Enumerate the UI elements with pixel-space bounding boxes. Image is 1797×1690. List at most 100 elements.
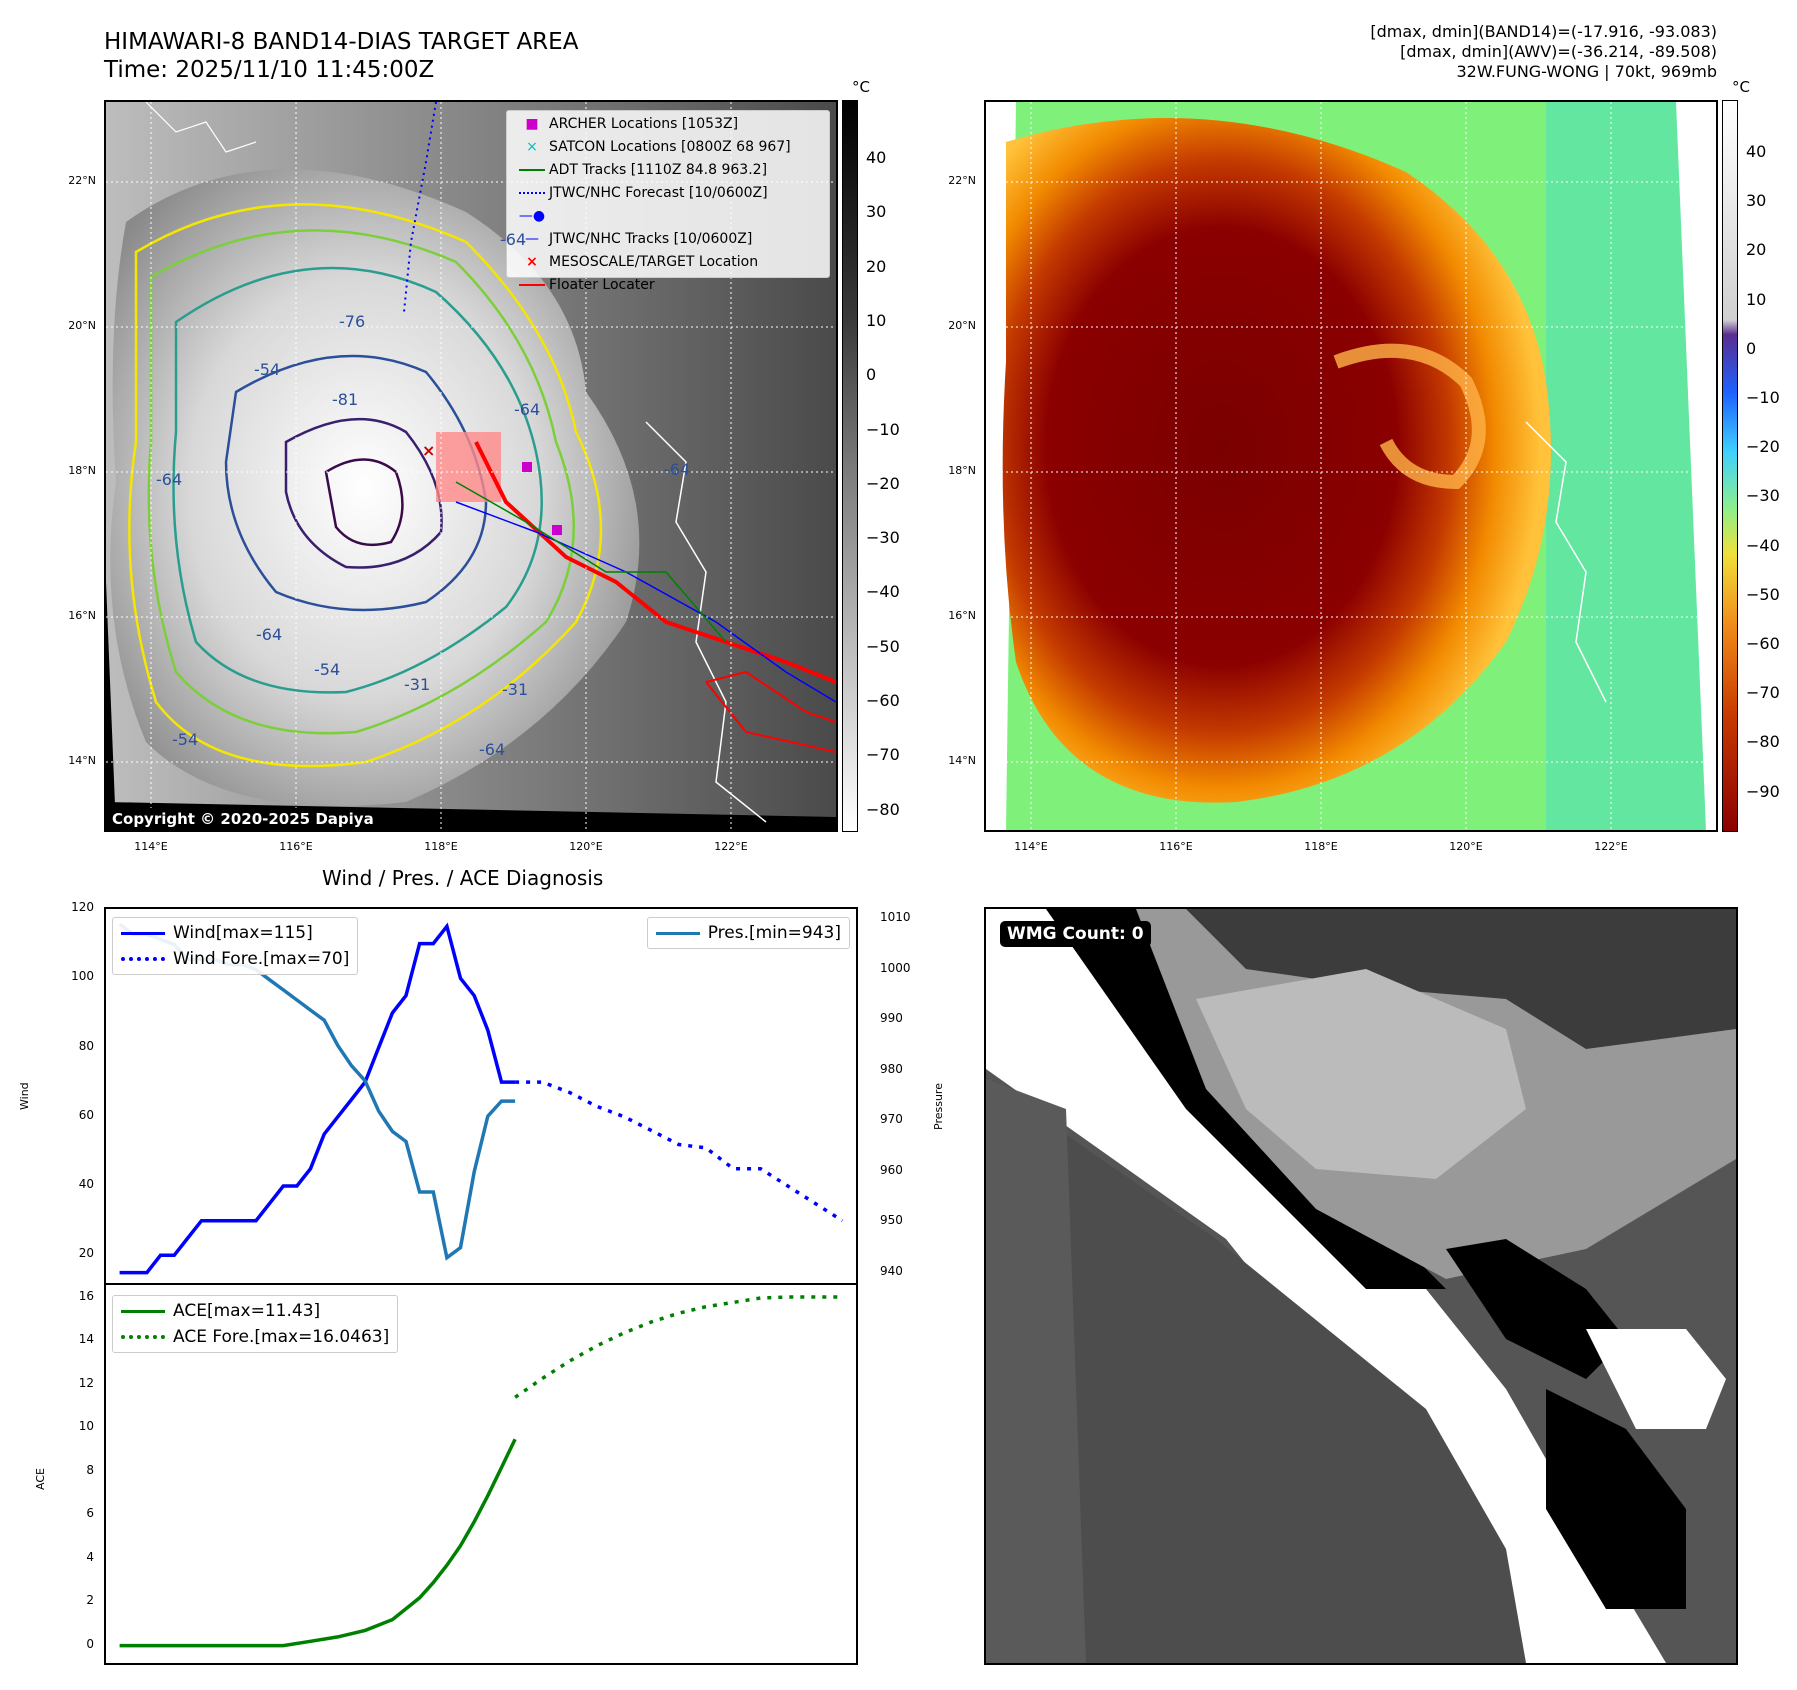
longitude-tick-label: 122°E [714, 840, 748, 853]
figure-title-line-1: HIMAWARI-8 BAND14-DIAS TARGET AREA [104, 29, 579, 55]
ace-tick-label: 6 [86, 1506, 94, 1521]
ace-legend: ACE[max=11.43] ACE Fore.[max=16.0463] [112, 1295, 399, 1353]
awv-satellite-panel [984, 100, 1718, 832]
latitude-tick-label: 16°N [948, 609, 976, 622]
colorbar-tick-label: −80 [866, 799, 900, 819]
colorbar-tick-label: −40 [1746, 535, 1780, 555]
pressure-tick-label: 950 [880, 1213, 903, 1228]
legend-item-target-location: × MESOSCALE/TARGET Location [526, 254, 759, 270]
ace-chart: ACE[max=11.43] ACE Fore.[max=16.0463] [104, 1283, 858, 1665]
pressure-tick-label: 1000 [880, 960, 911, 975]
wind-forecast-series-line [515, 1080, 844, 1223]
ir-satellite-image: × [106, 102, 836, 830]
colorbar-tick-label: −10 [866, 419, 900, 439]
contour-label: -54 [172, 730, 199, 749]
wind-tick-label: 80 [78, 1038, 94, 1053]
wmg-panel: WMG Count: 0 [984, 907, 1738, 1665]
legend-item-floater: Floater Locater [515, 274, 791, 297]
colorbar-tick-label: −20 [1746, 437, 1780, 457]
colorbar-tick-label: 10 [866, 310, 887, 330]
diagnosis-chart-title: Wind / Pres. / ACE Diagnosis [322, 866, 604, 890]
header-stat-line-3: 32W.FUNG-WONG | 70kt, 969mb [1456, 62, 1717, 81]
copyright-badge: Copyright © 2020-2025 Dapiya [106, 808, 380, 830]
ace-series-line [119, 1438, 517, 1648]
figure-title-line-2: Time: 2025/11/10 11:45:00Z [104, 57, 435, 83]
pressure-axis-label: Pressure [932, 1083, 945, 1130]
colorbar-tick-label: −70 [1746, 683, 1780, 703]
colorbar-tick-label: 0 [1746, 338, 1757, 358]
wind-tick-label: 120 [71, 900, 94, 914]
longitude-tick-label: 114°E [134, 840, 168, 853]
awv-colorbar-unit: °C [1732, 78, 1750, 96]
colorbar-tick-label: −30 [1746, 486, 1780, 506]
colorbar-tick-label: 20 [1746, 240, 1767, 260]
wind-legend: Wind[max=115] Wind Fore.[max=70] [112, 917, 359, 975]
colorbar-tick-label: −80 [1746, 732, 1780, 752]
longitude-tick-label: 120°E [1449, 840, 1483, 853]
ir-colorbar [842, 100, 858, 832]
latitude-tick-label: 18°N [948, 464, 976, 477]
legend-item-jtwc-forecast: JTWC/NHC Forecast [10/0600Z] [515, 182, 791, 205]
contour-label: -64 [664, 460, 691, 479]
contour-label: -54 [254, 360, 281, 379]
longitude-tick-label: 120°E [569, 840, 603, 853]
colorbar-tick-label: −60 [866, 691, 900, 710]
colorbar-tick-label: −60 [1746, 634, 1780, 653]
header-stat-line-1: [dmax, dmin](BAND14)=(-17.916, -93.083) [1370, 22, 1717, 41]
colorbar-tick-label: 10 [1746, 289, 1767, 309]
colorbar-tick-label: −40 [866, 582, 900, 602]
longitude-tick-label: 122°E [1594, 840, 1628, 853]
pressure-tick-label: 940 [880, 1263, 903, 1278]
ace-forecast-series-line [514, 1295, 843, 1399]
wmg-count-badge: WMG Count: 0 [1000, 921, 1151, 947]
contour-label: -31 [404, 675, 431, 694]
colorbar-tick-label: 20 [866, 256, 887, 276]
latitude-tick-label: 18°N [68, 464, 96, 477]
longitude-tick-label: 116°E [279, 840, 313, 853]
pressure-tick-label: 990 [880, 1011, 903, 1026]
ace-tick-label: 0 [86, 1636, 94, 1651]
longitude-tick-label: 116°E [1159, 840, 1193, 853]
legend-item-archer: ■ ARCHER Locations [1053Z] [525, 116, 739, 132]
ir-satellite-panel: × Copyright © 2020-2025 Dapiya ■ ARCHER L… [104, 100, 838, 832]
longitude-tick-label: 118°E [424, 840, 458, 853]
contour-label: -64 [256, 625, 283, 644]
colorbar-tick-label: 30 [866, 202, 887, 222]
contour-label: -64 [479, 740, 506, 759]
latitude-tick-label: 14°N [68, 754, 96, 767]
contour-label: -64 [500, 230, 527, 249]
colorbar-tick-label: −70 [866, 745, 900, 765]
wind-pressure-chart: Wind[max=115] Wind Fore.[max=70] Pres.[m… [104, 907, 858, 1285]
latitude-tick-label: 20°N [948, 319, 976, 332]
colorbar-tick-label: −20 [866, 473, 900, 493]
awv-satellite-image [986, 102, 1716, 830]
pressure-tick-label: 1010 [880, 910, 911, 925]
ir-legend: ■ ARCHER Locations [1053Z] × SATCON Locati… [506, 110, 830, 293]
pressure-tick-label: 970 [880, 1112, 903, 1127]
contour-label: -54 [314, 660, 341, 679]
wind-tick-label: 40 [78, 1177, 94, 1192]
legend-item-satcon: × SATCON Locations [0800Z 68 967] [526, 139, 791, 155]
legend-item-wind: Wind[max=115] [121, 920, 349, 946]
wind-axis-label: Wind [18, 1082, 31, 1110]
ace-tick-label: 14 [78, 1332, 94, 1347]
colorbar-tick-label: −30 [866, 528, 900, 548]
latitude-tick-label: 22°N [68, 174, 96, 187]
ace-tick-label: 4 [86, 1549, 94, 1564]
wind-tick-label: 20 [78, 1246, 94, 1261]
archer-location-marker [552, 525, 562, 535]
contour-label: -64 [156, 470, 183, 489]
longitude-tick-label: 114°E [1014, 840, 1048, 853]
longitude-tick-label: 118°E [1304, 840, 1338, 853]
legend-item-jtwc-tracks: —●— JTWC/NHC Tracks [10/0600Z] [518, 208, 753, 247]
latitude-tick-label: 14°N [948, 754, 976, 767]
latitude-tick-label: 16°N [68, 609, 96, 622]
colorbar-tick-label: −10 [1746, 388, 1780, 407]
ace-axis-label: ACE [34, 1468, 47, 1490]
contour-label: -76 [339, 312, 366, 331]
colorbar-tick-label: 40 [1746, 142, 1767, 161]
wind-tick-label: 60 [78, 1107, 94, 1122]
archer-location-marker [522, 462, 532, 472]
contour-label: -31 [502, 680, 529, 699]
colorbar-tick-label: −90 [1746, 781, 1780, 801]
